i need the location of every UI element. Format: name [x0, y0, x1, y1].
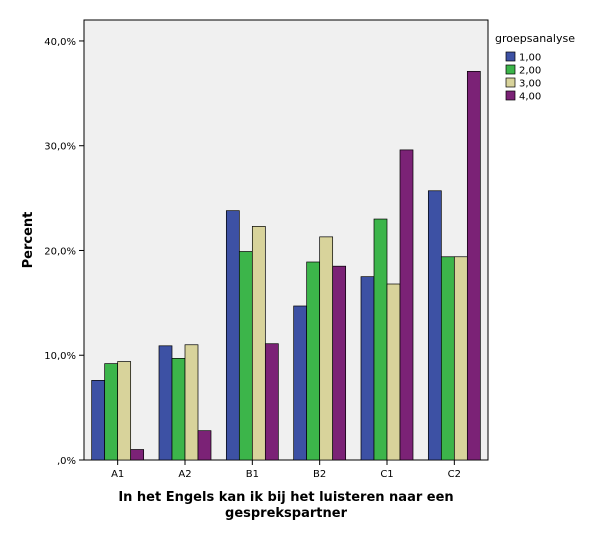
y-tick-label: ,0% [57, 456, 76, 467]
bar-B2-series-3 [319, 236, 334, 461]
bar-A1-series-4 [130, 449, 145, 461]
legend-label: 3,00 [519, 79, 541, 90]
bar-C1-series-1 [360, 276, 375, 461]
x-tick-label: B1 [246, 469, 259, 480]
bar-A2-series-1 [158, 345, 173, 461]
bar-B2-series-1 [293, 305, 308, 461]
legend: groepsanalyse 1,00 2,00 3,00 4,00 [495, 32, 575, 103]
bar-A2-series-4 [197, 430, 212, 461]
y-tick-label: 30,0% [44, 142, 76, 153]
legend-swatch [505, 90, 516, 101]
x-tick-label: C1 [380, 469, 393, 480]
bar-A2-series-2 [171, 358, 186, 461]
y-tick-label: 10,0% [44, 351, 76, 362]
x-tick-label: C2 [448, 469, 461, 480]
bar-C1-series-4 [399, 149, 414, 461]
bar-C2-series-4 [466, 70, 481, 461]
bar-A1-series-3 [117, 361, 132, 461]
y-tick-label: 40,0% [44, 37, 76, 48]
x-tick-label: B2 [313, 469, 326, 480]
bar-B2-series-4 [332, 265, 347, 461]
y-tick-label: 20,0% [44, 246, 76, 257]
bar-C2-series-2 [440, 256, 455, 461]
plot-area [83, 19, 489, 461]
bar-B1-series-1 [225, 210, 240, 461]
bar-B1-series-4 [264, 343, 279, 461]
bars [91, 70, 481, 461]
x-axis: A1 A2 B1 B2 C1 C2 [111, 460, 461, 480]
bar-A1-series-1 [91, 380, 106, 461]
bar-C2-series-3 [453, 256, 468, 461]
x-axis-title-line-1: In het Engels kan ik bij het luisteren n… [118, 490, 453, 505]
x-tick-label: A2 [178, 469, 191, 480]
legend-swatch [505, 64, 516, 75]
legend-label: 2,00 [519, 66, 541, 77]
bar-A1-series-2 [104, 363, 119, 461]
legend-title: groepsanalyse [495, 32, 575, 45]
bar-C2-series-1 [427, 190, 442, 461]
legend-label: 1,00 [519, 53, 541, 64]
bar-B1-series-3 [251, 226, 266, 461]
bar-B1-series-2 [238, 251, 253, 461]
bar-B2-series-2 [306, 261, 321, 461]
x-axis-title-line-2: gesprekspartner [225, 506, 348, 521]
legend-label: 4,00 [519, 92, 541, 103]
bar-C1-series-2 [373, 218, 388, 461]
bar-A2-series-3 [184, 344, 199, 461]
legend-swatch [505, 51, 516, 62]
y-axis-title: Percent [21, 212, 36, 269]
legend-swatch [505, 77, 516, 88]
y-axis: ,0% 10,0% 20,0% 30,0% 40,0% [44, 37, 84, 467]
x-tick-label: A1 [111, 469, 124, 480]
bar-C1-series-3 [386, 283, 401, 461]
